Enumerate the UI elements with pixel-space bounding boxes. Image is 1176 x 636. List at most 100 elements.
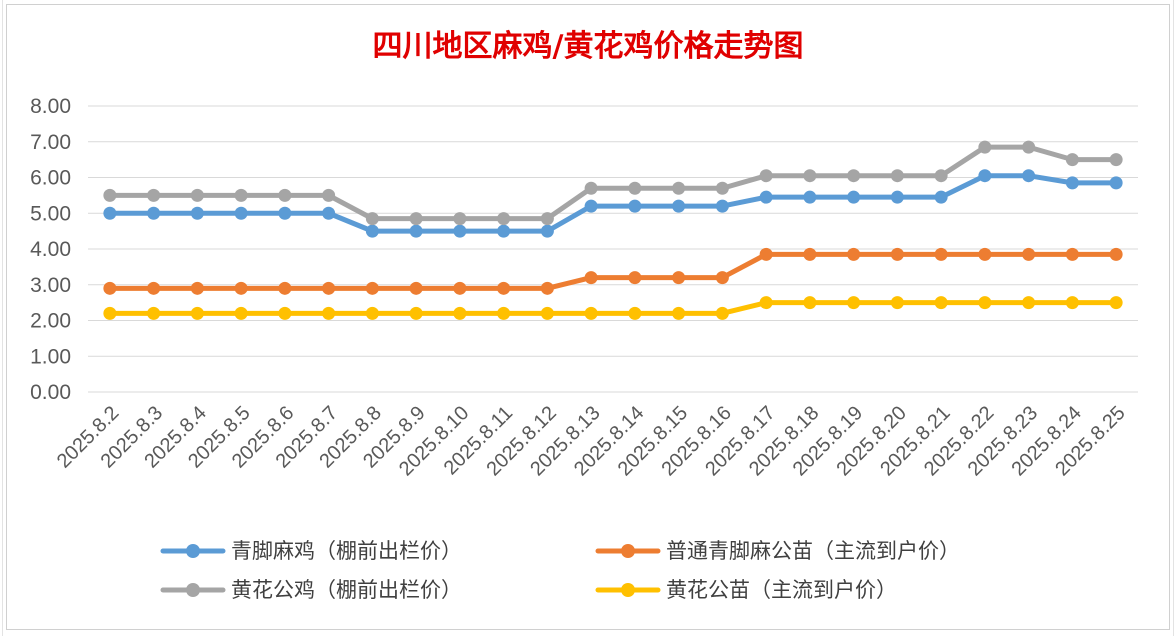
data-point — [278, 206, 292, 220]
data-point — [409, 306, 423, 320]
data-point — [1022, 296, 1036, 310]
data-point — [103, 188, 117, 202]
legend-item: 黄花公鸡（棚前出栏价） — [160, 578, 462, 602]
data-point — [147, 206, 161, 220]
data-point — [715, 181, 729, 195]
data-point — [1109, 153, 1123, 167]
data-point — [672, 271, 686, 285]
legend-label: 普通青脚麻公苗（主流到户价） — [666, 539, 960, 563]
data-point — [847, 247, 861, 261]
data-point — [628, 271, 642, 285]
data-point — [234, 306, 248, 320]
data-point — [934, 169, 948, 183]
data-point — [628, 306, 642, 320]
data-point — [540, 224, 554, 238]
data-point — [978, 247, 992, 261]
y-tick-label: 7.00 — [30, 131, 71, 154]
data-point — [672, 306, 686, 320]
data-point — [715, 199, 729, 213]
data-point — [540, 306, 554, 320]
data-point — [584, 181, 598, 195]
series-line — [107, 173, 1119, 234]
y-axis: 0.00 1.00 2.00 3.00 4.00 5.00 6.00 7.00 8.00 — [30, 95, 71, 404]
data-point — [365, 224, 379, 238]
data-point — [322, 306, 336, 320]
data-point — [497, 224, 511, 238]
data-point — [540, 281, 554, 295]
legend-label: 黄花公苗（主流到户价） — [666, 578, 897, 602]
data-point — [278, 306, 292, 320]
data-point — [409, 281, 423, 295]
data-point — [759, 190, 773, 204]
data-point — [759, 296, 773, 310]
data-point — [453, 212, 467, 226]
legend-swatch-marker — [621, 544, 635, 558]
data-point — [1065, 153, 1079, 167]
data-point — [147, 281, 161, 295]
data-point — [322, 188, 336, 202]
data-point — [1022, 169, 1036, 183]
data-point — [453, 306, 467, 320]
data-point — [584, 306, 598, 320]
data-point — [934, 296, 948, 310]
series-line — [107, 144, 1119, 222]
data-point — [1109, 176, 1123, 190]
data-point — [803, 190, 817, 204]
legend-item: 青脚麻鸡（棚前出栏价） — [160, 539, 462, 563]
x-axis: 2025.8.22025.8.32025.8.42025.8.52025.8.6… — [53, 402, 1130, 480]
y-tick-label: 5.00 — [30, 202, 71, 225]
data-point — [715, 306, 729, 320]
data-point — [365, 306, 379, 320]
data-point — [847, 190, 861, 204]
data-point — [1022, 247, 1036, 261]
data-point — [147, 306, 161, 320]
data-point — [278, 188, 292, 202]
data-point — [103, 306, 117, 320]
data-point — [453, 224, 467, 238]
data-point — [497, 306, 511, 320]
data-point — [847, 296, 861, 310]
data-point — [978, 140, 992, 154]
data-point — [190, 281, 204, 295]
data-point — [803, 247, 817, 261]
data-point — [759, 169, 773, 183]
data-point — [978, 169, 992, 183]
series-line — [107, 300, 1119, 316]
data-point — [1065, 176, 1079, 190]
legend-swatch-marker — [621, 583, 635, 597]
data-point — [978, 296, 992, 310]
y-tick-label: 4.00 — [30, 238, 71, 261]
data-point — [934, 247, 948, 261]
data-point — [890, 247, 904, 261]
y-tick-label: 8.00 — [30, 95, 71, 118]
data-point — [628, 199, 642, 213]
data-point — [322, 206, 336, 220]
data-point — [1065, 247, 1079, 261]
data-point — [190, 188, 204, 202]
legend-label: 黄花公鸡（棚前出栏价） — [231, 578, 462, 602]
y-tick-label: 2.00 — [30, 310, 71, 333]
data-point — [803, 296, 817, 310]
data-point — [322, 281, 336, 295]
legend-item: 普通青脚麻公苗（主流到户价） — [595, 539, 960, 563]
series-0 — [103, 169, 1123, 238]
y-tick-label: 3.00 — [30, 274, 71, 297]
data-point — [584, 199, 598, 213]
legend-swatch-marker — [186, 544, 200, 558]
data-point — [409, 212, 423, 226]
data-point — [1022, 140, 1036, 154]
data-point — [365, 212, 379, 226]
legend: 青脚麻鸡（棚前出栏价） 普通青脚麻公苗（主流到户价） 黄花公鸡（棚前出栏价） 黄花公苗… — [160, 539, 960, 602]
legend-label: 青脚麻鸡（棚前出栏价） — [231, 539, 462, 563]
data-point — [497, 281, 511, 295]
data-point — [190, 306, 204, 320]
data-point — [365, 281, 379, 295]
y-tick-label: 0.00 — [30, 381, 71, 404]
plot-area — [103, 140, 1123, 320]
data-point — [847, 169, 861, 183]
data-point — [628, 181, 642, 195]
data-point — [1109, 247, 1123, 261]
series-1 — [103, 247, 1123, 295]
y-tick-label: 6.00 — [30, 167, 71, 190]
